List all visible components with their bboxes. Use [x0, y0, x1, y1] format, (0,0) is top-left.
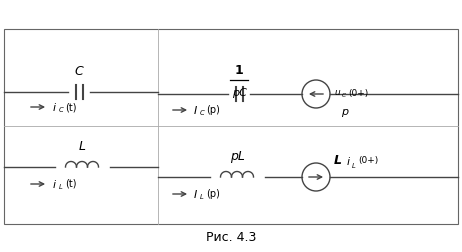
Text: L: L	[334, 153, 342, 166]
Text: $i$: $i$	[52, 101, 57, 113]
Text: pL: pL	[230, 149, 244, 162]
Text: $_L$: $_L$	[58, 181, 63, 191]
Text: 1: 1	[235, 64, 243, 77]
Text: $i$: $i$	[343, 154, 352, 166]
Text: (t): (t)	[65, 102, 77, 112]
Text: p: p	[341, 107, 348, 116]
Text: (p): (p)	[206, 105, 220, 115]
Text: L: L	[79, 139, 85, 152]
Text: C: C	[75, 65, 83, 78]
Text: $i$: $i$	[52, 177, 57, 189]
Bar	[4, 30, 458, 224]
Text: $_L$: $_L$	[199, 191, 205, 201]
Text: $_L$: $_L$	[351, 160, 357, 170]
Text: $I$: $I$	[193, 187, 198, 199]
Text: $I$: $I$	[193, 104, 198, 115]
Text: (0+): (0+)	[358, 155, 378, 164]
Text: Рис. 4.3: Рис. 4.3	[206, 231, 256, 243]
Text: (0+): (0+)	[348, 89, 368, 98]
Text: $_C$: $_C$	[199, 108, 206, 117]
Text: pC: pC	[231, 88, 246, 98]
Text: $_C$: $_C$	[58, 105, 65, 115]
Text: (p): (p)	[206, 188, 220, 198]
Text: (t): (t)	[65, 178, 77, 188]
Text: $_C$: $_C$	[341, 91, 347, 100]
Text: $u$: $u$	[334, 88, 341, 97]
